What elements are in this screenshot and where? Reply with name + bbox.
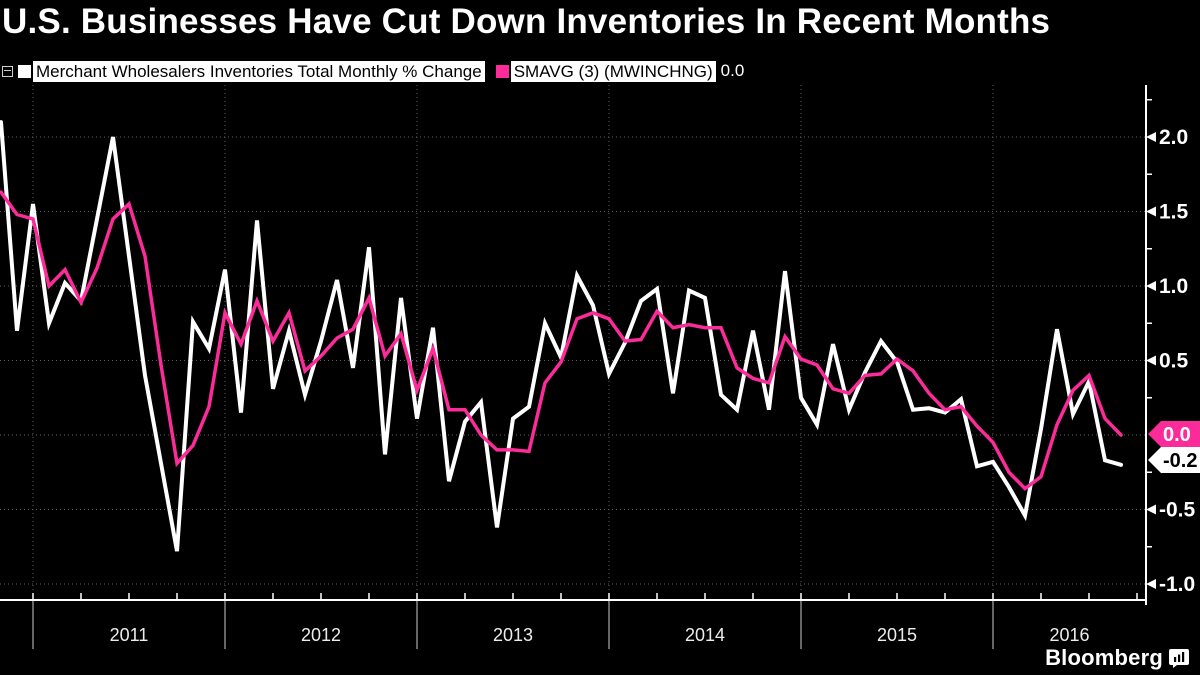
series-line-inventories [0, 120, 1123, 552]
y-axis-tick-arrow [1146, 281, 1156, 291]
legend-item-smavg[interactable]: SMAVG (3) (MWINCHNG) 0.0 [495, 60, 745, 82]
y-axis-label: -1.0 [1159, 573, 1195, 596]
year-label: 2012 [301, 625, 341, 645]
legend-value-smavg: 0.0 [720, 61, 745, 80]
legend: Merchant Wholesalers Inventories Total M… [2, 60, 744, 82]
y-axis-label: 1.5 [1159, 201, 1189, 224]
series-swatch-smavg [495, 64, 509, 78]
y-axis-label: 0.5 [1159, 350, 1189, 373]
y-axis-tick-arrow [1146, 132, 1156, 142]
y-axis-tick-arrow [1146, 504, 1156, 515]
bloomberg-logo: Bloomberg [1045, 645, 1189, 671]
legend-label-inventories: Merchant Wholesalers Inventories Total M… [33, 60, 485, 82]
y-axis-label: 1.0 [1159, 275, 1188, 298]
value-tag-label-inventories: -0.2 [1163, 450, 1197, 472]
value-tag-label-smavg: 0.0 [1163, 424, 1191, 446]
year-label: 2013 [493, 625, 533, 645]
y-axis-tick-arrow [1146, 579, 1156, 589]
y-axis-tick-arrow [1146, 206, 1156, 217]
series-swatch-inventories [18, 64, 31, 78]
year-label: 2016 [1049, 625, 1089, 645]
value-tag-inventories [1148, 447, 1200, 473]
chart-title: U.S. Businesses Have Cut Down Inventorie… [2, 2, 1051, 41]
year-label: 2014 [685, 625, 725, 645]
bloomberg-logo-text: Bloomberg [1045, 645, 1163, 670]
legend-label-smavg: SMAVG (3) (MWINCHNG) [510, 60, 716, 82]
year-label: 2011 [110, 625, 149, 645]
legend-toggle-icon[interactable] [2, 65, 13, 77]
year-label: 2015 [877, 625, 917, 645]
legend-item-inventories[interactable]: Merchant Wholesalers Inventories Total M… [18, 60, 485, 82]
series-line-smavg [0, 190, 1123, 491]
bloomberg-logo-icon [1169, 648, 1189, 668]
y-axis-tick-arrow [1146, 355, 1156, 366]
y-axis-label: 2.0 [1159, 126, 1188, 149]
y-axis-label: -0.5 [1159, 499, 1196, 522]
value-tag-smavg [1148, 421, 1200, 447]
